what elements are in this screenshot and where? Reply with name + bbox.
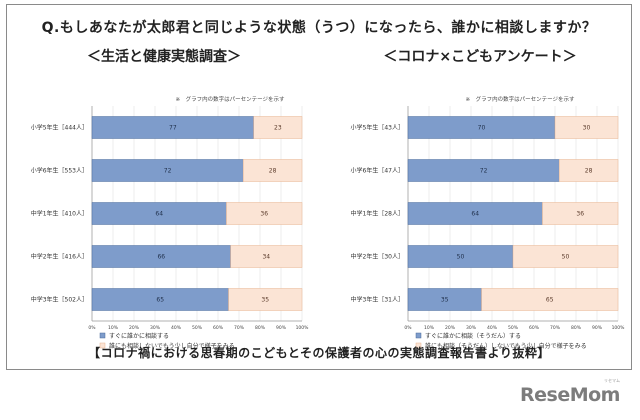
- question-heading: Q.もしあなたが太郎君と同じような状態（うつ）になったら、誰かに相談しますか？: [6, 17, 632, 37]
- data-label: 36: [576, 211, 584, 218]
- category-label: 中学3年生［31人］: [351, 296, 404, 304]
- legend-label: すぐに誰かに相談する: [109, 332, 169, 340]
- legend-label: すぐに誰かに相談（そうだん）する: [425, 332, 521, 340]
- data-label: 35: [441, 297, 449, 304]
- chart-title-left: ＜生活と健康実態調査＞: [14, 46, 314, 66]
- resemom-logo: ReseMom リセマム: [520, 378, 632, 410]
- data-label: 66: [157, 254, 165, 261]
- x-tick-label: 80%: [255, 325, 266, 331]
- x-tick-label: 80%: [571, 325, 582, 331]
- data-label: 30: [583, 125, 591, 132]
- data-label: 72: [164, 168, 172, 175]
- x-tick-label: 20%: [445, 325, 456, 331]
- x-tick-label: 20%: [129, 325, 140, 331]
- x-tick-label: 100%: [612, 325, 626, 331]
- data-label: 70: [478, 125, 486, 132]
- x-tick-label: 70%: [234, 325, 245, 331]
- logo-text: ReseMom: [520, 384, 620, 406]
- chart-left: 0%10%20%30%40%50%60%70%80%90%100%小学5年生［4…: [0, 100, 320, 305]
- category-label: 小学6年生［47人］: [351, 167, 404, 175]
- logo-ruby: リセマム: [604, 378, 620, 384]
- category-label: 中学2年生［30人］: [351, 253, 404, 261]
- legend-swatch-primary: [100, 333, 105, 338]
- x-tick-label: 60%: [213, 325, 224, 331]
- category-label: 小学5年生［43人］: [351, 124, 404, 132]
- data-label: 72: [480, 168, 488, 175]
- data-label: 50: [562, 254, 570, 261]
- data-label: 36: [260, 211, 268, 218]
- x-tick-label: 10%: [108, 325, 119, 331]
- data-label: 50: [457, 254, 465, 261]
- category-label: 中学1年生［410人］: [31, 210, 88, 218]
- data-label: 65: [156, 297, 164, 304]
- legend-swatch-primary: [416, 333, 421, 338]
- x-tick-label: 60%: [529, 325, 540, 331]
- x-tick-label: 50%: [192, 325, 203, 331]
- category-label: 中学2年生［416人］: [31, 253, 88, 261]
- x-tick-label: 0%: [88, 325, 96, 331]
- data-label: 34: [262, 254, 270, 261]
- data-label: 28: [269, 168, 277, 175]
- data-label: 65: [546, 297, 554, 304]
- category-label: 小学6年生［553人］: [31, 167, 88, 175]
- data-label: 28: [585, 168, 593, 175]
- x-tick-label: 40%: [487, 325, 498, 331]
- x-tick-label: 90%: [276, 325, 287, 331]
- chart-title-right: ＜コロナ×こどもアンケート＞: [330, 46, 630, 66]
- chart-right: 0%10%20%30%40%50%60%70%80%90%100%小学5年生［4…: [316, 100, 636, 305]
- x-tick-label: 0%: [404, 325, 412, 331]
- source-caption: 【コロナ禍における思春期のこどもとその保護者の心の実態調査報告書より抜粋】: [6, 344, 632, 361]
- x-tick-label: 50%: [508, 325, 519, 331]
- data-label: 23: [274, 125, 282, 132]
- x-tick-label: 10%: [424, 325, 435, 331]
- data-label: 64: [155, 211, 163, 218]
- x-tick-label: 40%: [171, 325, 182, 331]
- x-tick-label: 30%: [466, 325, 477, 331]
- category-label: 中学3年生［502人］: [31, 296, 88, 304]
- category-label: 中学1年生［28人］: [351, 210, 404, 218]
- x-tick-label: 100%: [296, 325, 310, 331]
- x-tick-label: 30%: [150, 325, 161, 331]
- data-label: 77: [169, 125, 177, 132]
- category-label: 小学5年生［444人］: [31, 124, 88, 132]
- data-label: 64: [471, 211, 479, 218]
- x-tick-label: 70%: [550, 325, 561, 331]
- data-label: 35: [261, 297, 269, 304]
- x-tick-label: 90%: [592, 325, 603, 331]
